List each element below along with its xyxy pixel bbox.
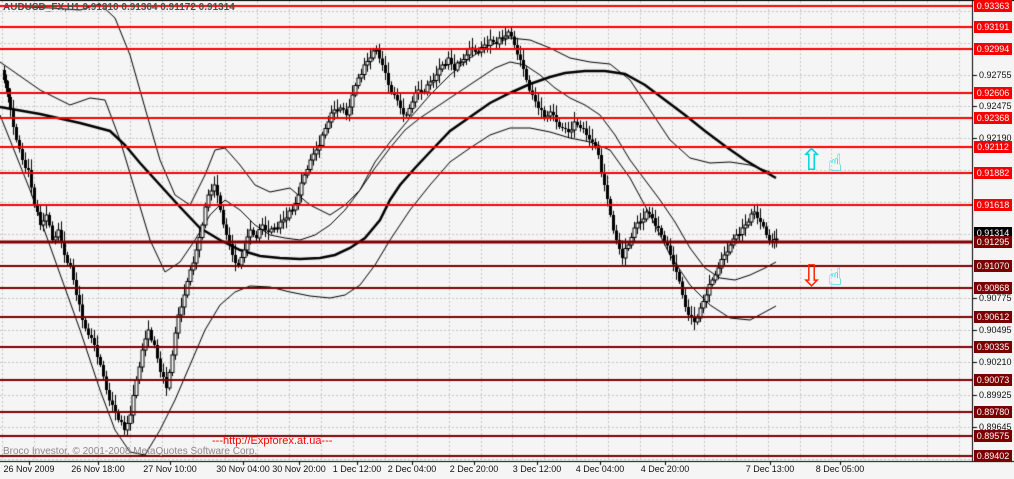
resistance-price-label[interactable]: 0.91618 xyxy=(974,199,1012,211)
time-scale-label: 4 Dec 20:00 xyxy=(640,464,690,474)
support-price-label[interactable]: 0.89402 xyxy=(974,450,1012,462)
time-scale-label: 7 Dec 13:00 xyxy=(745,464,795,474)
time-scale-label: 26 Nov 2009 xyxy=(3,464,55,474)
price-scale-label: 0.92755 xyxy=(979,70,1012,80)
price-scale-label: 0.90495 xyxy=(979,325,1012,335)
sell-arrow-down-icon[interactable]: ⇩ xyxy=(799,259,825,294)
price-scale-label: 0.90210 xyxy=(979,357,1012,367)
time-scale-label: 27 Nov 10:00 xyxy=(143,464,197,474)
time-scale-label: 1 Dec 12:00 xyxy=(332,464,382,474)
price-scale-label: 0.92190 xyxy=(979,133,1012,143)
support-price-label[interactable]: 0.90335 xyxy=(974,341,1012,353)
support-price-label[interactable]: 0.89780 xyxy=(974,406,1012,418)
support-price-label[interactable]: 0.91070 xyxy=(974,260,1012,272)
resistance-price-label[interactable]: 0.93191 xyxy=(974,21,1012,33)
time-scale-label: 30 Nov 04:00 xyxy=(216,464,270,474)
resistance-price-label[interactable]: 0.92112 xyxy=(974,141,1012,153)
time-scale-label: 8 Dec 05:00 xyxy=(815,464,865,474)
price-scale-label: 0.92475 xyxy=(979,101,1012,111)
buy-arrow-up-icon[interactable]: ⇧ xyxy=(799,143,825,178)
broker-watermark: Broco Investor, © 2001-2008 MetaQuotes S… xyxy=(3,446,258,457)
support-price-label[interactable]: 0.90073 xyxy=(974,374,1012,386)
price-scale-label: 0.90775 xyxy=(979,293,1012,303)
time-scale-label: 2 Dec 04:00 xyxy=(387,464,437,474)
resistance-price-label[interactable]: 0.92994 xyxy=(974,43,1012,55)
thumb-up-icon-upper[interactable]: ☝ xyxy=(828,149,843,177)
support-price-label[interactable]: 0.90612 xyxy=(974,311,1012,323)
resistance-price-label[interactable]: 0.92368 xyxy=(974,112,1012,124)
price-scale-label: 0.89645 xyxy=(979,422,1012,432)
time-scale-label: 4 Dec 04:00 xyxy=(575,464,625,474)
resistance-price-label[interactable]: 0.91882 xyxy=(974,167,1012,179)
thumb-up-icon-lower[interactable]: ☝ xyxy=(828,263,843,291)
time-scale-label: 3 Dec 12:00 xyxy=(512,464,562,474)
expforex-url-text-object[interactable]: ---http://Expforex.at.ua--- xyxy=(212,435,333,447)
chart-title-ohlc: AUDUSD_FX,H1 0.91310 0.91364 0.91172 0.9… xyxy=(3,2,235,13)
resistance-price-label[interactable]: 0.92606 xyxy=(974,87,1012,99)
time-scale-label: 2 Dec 20:00 xyxy=(449,464,499,474)
time-scale-label: 30 Nov 20:00 xyxy=(272,464,326,474)
time-scale-label: 26 Nov 18:00 xyxy=(71,464,125,474)
price-scale-label: 0.89925 xyxy=(979,390,1012,400)
support-price-label[interactable]: 0.89575 xyxy=(974,430,1012,442)
support-price-label[interactable]: 0.90868 xyxy=(974,282,1012,294)
support-price-label[interactable]: 0.91295 xyxy=(974,236,1012,248)
resistance-price-label[interactable]: 0.93363 xyxy=(974,0,1012,12)
